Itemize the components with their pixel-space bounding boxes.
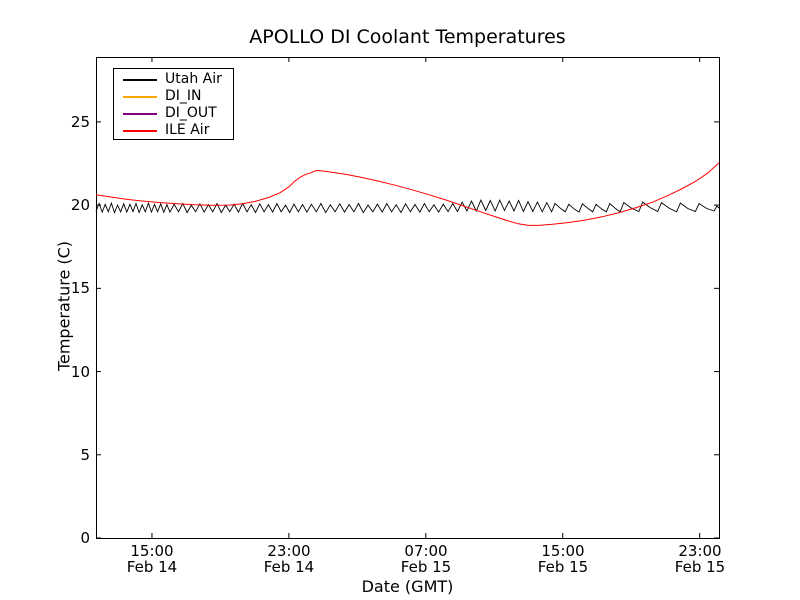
x-tick-time: 23:00 xyxy=(267,542,311,560)
legend-item-utah-air: Utah Air xyxy=(114,71,233,88)
legend-label: Utah Air xyxy=(165,71,222,87)
legend-item-di-out: DI_OUT xyxy=(114,105,233,122)
y-tick-label-10: 10 xyxy=(70,363,90,381)
x-tick-label-1: 23:00 Feb 14 xyxy=(239,543,339,575)
x-tick-date: Feb 14 xyxy=(263,558,315,576)
series-line-utah-air xyxy=(95,198,720,214)
x-tick-time: 15:00 xyxy=(130,542,174,560)
x-axis-label: Date (GMT) xyxy=(361,577,454,596)
x-tick-label-0: 15:00 Feb 14 xyxy=(102,543,202,575)
y-tick-label-5: 5 xyxy=(80,446,90,464)
x-tick-time: 23:00 xyxy=(678,542,722,560)
legend-line-di-out xyxy=(123,112,157,115)
chart-title: APOLLO DI Coolant Temperatures xyxy=(249,26,566,48)
x-tick-date: Feb 15 xyxy=(674,558,726,576)
x-tick-date: Feb 15 xyxy=(537,558,589,576)
legend-label: ILE Air xyxy=(165,122,210,138)
x-tick-date: Feb 15 xyxy=(400,558,452,576)
legend: Utah Air DI_IN DI_OUT ILE Air xyxy=(113,68,234,140)
tick-marks xyxy=(96,57,719,539)
legend-line-di-in xyxy=(123,95,157,98)
plot-border xyxy=(96,57,720,539)
y-tick-label-0: 0 xyxy=(80,529,90,547)
legend-line-ile-air xyxy=(123,129,157,132)
legend-label: DI_IN xyxy=(165,88,202,104)
y-tick-label-25: 25 xyxy=(70,113,90,131)
legend-item-di-in: DI_IN xyxy=(114,88,233,105)
x-tick-time: 15:00 xyxy=(541,542,585,560)
legend-item-ile-air: ILE Air xyxy=(114,122,233,139)
x-tick-label-3: 15:00 Feb 15 xyxy=(513,543,613,575)
y-tick-label-15: 15 xyxy=(70,279,90,297)
x-tick-label-4: 23:00 Feb 15 xyxy=(650,543,750,575)
legend-label: DI_OUT xyxy=(165,105,217,121)
x-tick-time: 07:00 xyxy=(404,542,448,560)
y-tick-label-20: 20 xyxy=(70,196,90,214)
legend-line-utah-air xyxy=(123,78,157,81)
series-line-ile-air xyxy=(95,162,720,226)
x-tick-label-2: 07:00 Feb 15 xyxy=(376,543,476,575)
series-lines xyxy=(95,162,720,226)
x-tick-date: Feb 14 xyxy=(126,558,178,576)
